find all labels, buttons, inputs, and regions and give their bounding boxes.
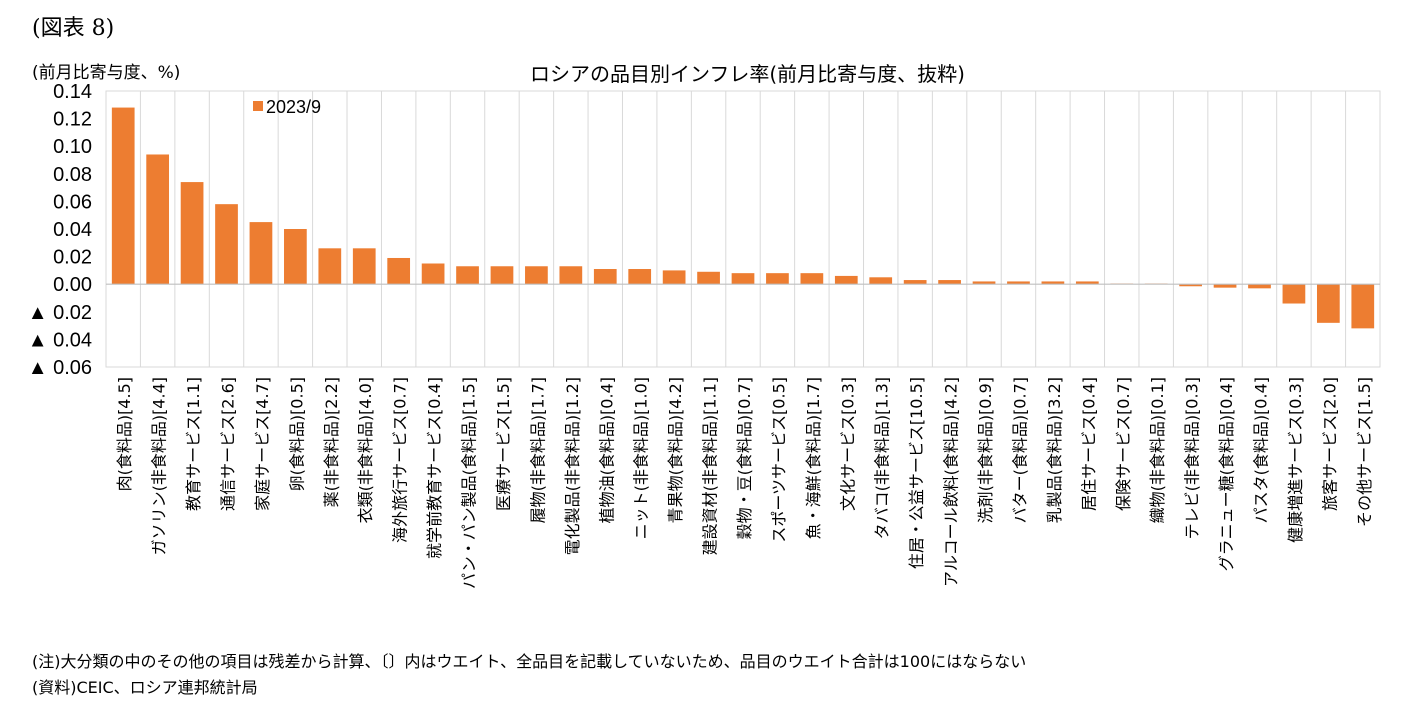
x-category-label: 魚・海鮮(食料品)[1.7] — [804, 377, 823, 539]
x-category-label: 植物油(食料品)[0.4] — [597, 377, 616, 523]
y-tick-label: 0.04 — [53, 219, 92, 241]
x-category-label: ガソリン(非食料品)[4.4] — [150, 377, 169, 555]
x-category-label: 就学前教育サービス[0.4] — [425, 377, 444, 559]
x-category-label: スポーツサービス[0.5] — [769, 377, 788, 543]
bar — [490, 266, 514, 285]
x-category-label: 建設資材(非食料品)[1.1] — [701, 377, 720, 555]
plot-area-frame — [105, 90, 1381, 368]
x-category-label: パン・パン製品(食料品)[1.5] — [460, 377, 479, 589]
y-tick-label: 0.02 — [53, 247, 92, 269]
y-tick-label: 0.06 — [53, 191, 92, 213]
legend-swatch — [253, 101, 263, 111]
x-category-label: 医療サービス[1.5] — [494, 377, 513, 511]
bar — [662, 270, 686, 285]
bar — [215, 204, 238, 285]
x-category-label: バター(食料品)[0.7] — [1010, 377, 1029, 523]
bar — [284, 229, 307, 285]
bar — [1316, 284, 1340, 323]
bar — [593, 269, 617, 285]
bar — [800, 273, 824, 285]
bar — [525, 266, 548, 285]
bar — [903, 280, 927, 285]
x-category-label: 織物(非食料品)[0.1] — [1148, 377, 1167, 523]
bar — [249, 222, 273, 285]
x-category-label: 薬(非食料品)[2.2] — [322, 377, 341, 507]
bar — [318, 248, 342, 285]
y-tick-label: 0.10 — [53, 136, 92, 158]
x-category-label: 洗剤(非食料品)[0.9] — [976, 377, 995, 523]
x-category-label: 卵(食料品)[0.5] — [287, 377, 306, 491]
bar — [972, 281, 996, 285]
x-category-label: テレビ(非食料品)[0.3] — [1183, 377, 1202, 539]
y-tick-label: 0.08 — [53, 164, 92, 186]
x-category-label: 居住サービス[0.4] — [1079, 377, 1098, 511]
y-tick-label: 0.14 — [53, 81, 92, 103]
bar — [766, 273, 789, 285]
x-category-label: 電化製品(非食料品)[1.2] — [563, 377, 582, 555]
bar — [1351, 284, 1375, 329]
y-tick-label: 0.00 — [53, 274, 92, 296]
bar — [628, 269, 652, 285]
x-category-label: 通信サービス[2.6] — [219, 377, 238, 511]
bar — [938, 280, 961, 285]
x-category-label: 履物(非食料品)[1.7] — [528, 377, 547, 523]
bar — [1282, 284, 1306, 304]
x-category-label: 衣類(非食料品)[4.0] — [356, 377, 375, 523]
bar — [559, 266, 583, 285]
bar-chart: 0.14 0.12 0.10 0.08 0.06 0.04 0.02 0.00 ▲ 0.02 ▲ … — [28, 81, 1381, 589]
y-tick-label: 0.12 — [53, 109, 92, 131]
bar — [456, 266, 479, 285]
bar — [731, 273, 755, 285]
y-tick-label: ▲ 0.06 — [28, 357, 92, 379]
figure-label: (図表 8) — [32, 16, 115, 41]
chart-title: ロシアの品目別インフレ率(前月比寄与度、抜粋) — [529, 62, 965, 86]
bar — [1041, 281, 1065, 285]
y-tick-label: ▲ 0.04 — [28, 329, 92, 351]
bar — [1213, 284, 1237, 288]
x-category-label: 教育サービス[1.1] — [184, 377, 203, 511]
bar — [1007, 281, 1030, 285]
bar — [1179, 284, 1202, 287]
x-category-label: 穀物・豆(食料品)[0.7] — [735, 377, 754, 539]
x-category-label: 乳製品(食料品)[3.2] — [1045, 377, 1064, 523]
x-category-label: グラニュー糖(食料品)[0.4] — [1217, 377, 1236, 571]
x-category-label: 文化サービス[0.3] — [838, 377, 857, 511]
x-category-label: ニット(非食料品)[1.0] — [632, 377, 651, 539]
legend-label: 2023/9 — [266, 97, 321, 117]
x-category-label: 保険サービス[0.7] — [1114, 377, 1133, 511]
footnote-note: (注)大分類の中のその他の項目は残差から計算、〔〕内はウエイト、全品目を記載して… — [32, 652, 1027, 671]
x-category-label: 青果物(食料品)[4.2] — [666, 377, 685, 523]
bar — [352, 248, 376, 285]
x-category-label: その他サービス[1.5] — [1355, 377, 1374, 527]
x-category-label: タバコ(非食料品)[1.3] — [873, 377, 892, 539]
x-category-label: 健康増進サービス[0.3] — [1286, 377, 1305, 543]
bar — [180, 182, 204, 285]
x-category-label: アルコール飲料(食料品)[4.2] — [942, 377, 961, 587]
x-category-label: 肉(食料品)[4.5] — [115, 377, 134, 491]
bar — [146, 154, 170, 285]
x-category-label: 家庭サービス[4.7] — [253, 377, 272, 511]
x-category-label: 住居・公益サービス[10.5] — [907, 377, 926, 569]
bar — [869, 277, 893, 285]
bar — [697, 271, 720, 285]
x-category-label: 旅客サービス[2.0] — [1320, 377, 1339, 511]
x-category-label: 海外旅行サービス[0.7] — [391, 377, 410, 543]
bar — [834, 275, 858, 285]
footnote-source: (資料)CEIC、ロシア連邦統計局 — [32, 678, 258, 697]
y-axis-unit-label: (前月比寄与度、%) — [32, 63, 181, 83]
y-tick-label: ▲ 0.02 — [28, 302, 92, 324]
bar — [1248, 284, 1271, 289]
bar — [421, 263, 445, 285]
bar — [1075, 281, 1099, 285]
bar — [387, 257, 411, 285]
bar — [111, 107, 135, 285]
x-category-label: パスタ(食料品)[0.4] — [1251, 377, 1270, 523]
